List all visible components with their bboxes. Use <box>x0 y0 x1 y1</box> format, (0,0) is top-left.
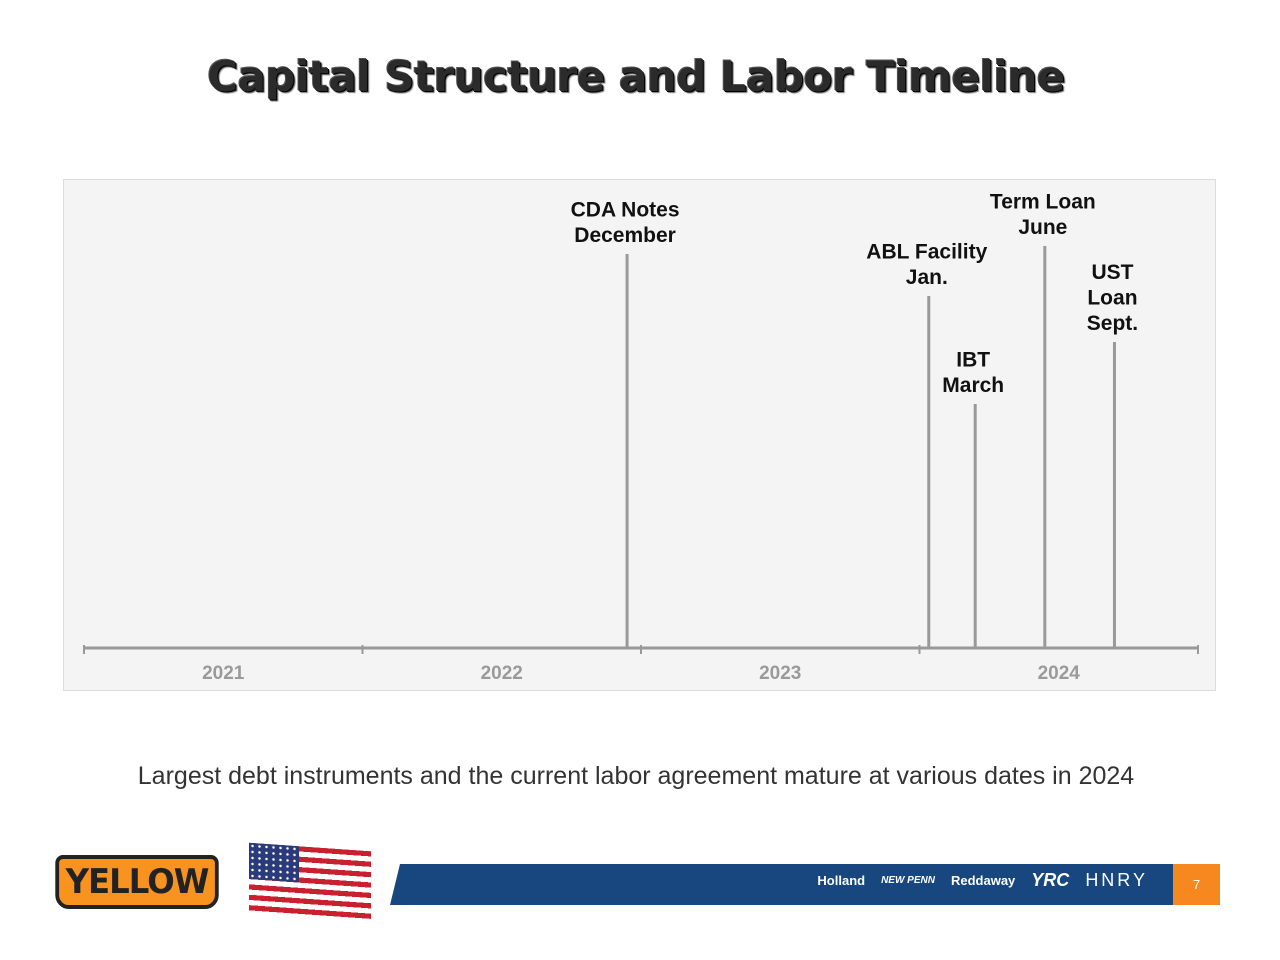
brand-newpenn-logo: NEW PENN <box>881 875 935 886</box>
event-label: Jan. <box>906 266 948 289</box>
year-label: 2022 <box>481 663 523 684</box>
event-label: December <box>574 224 676 247</box>
event-label: Sept. <box>1087 312 1138 335</box>
year-label: 2023 <box>759 663 801 684</box>
event-label: June <box>1018 216 1067 239</box>
brand-yrc-logo: YRC <box>1031 870 1070 890</box>
timeline-chart: 2021 2022 2023 2024 CDA Notes December ABL Fac… <box>63 179 1216 691</box>
brand-hnry-logo: HNRY <box>1085 870 1148 890</box>
event-label: March <box>942 374 1004 397</box>
page-number: 7 <box>1173 864 1220 905</box>
event-label: CDA Notes <box>571 199 680 222</box>
slide-subtitle: Largest debt instruments and the current… <box>137 762 1135 790</box>
event-label: Loan <box>1087 287 1137 310</box>
event-label: UST <box>1091 261 1133 284</box>
slide-title: Capital Structure and Labor Timeline <box>207 52 1065 101</box>
footer-brand-bar: Holland NEW PENN Reddaway YRC HNRY <box>390 864 1173 905</box>
event-label: IBT <box>956 349 990 372</box>
event-label: Term Loan <box>990 191 1096 214</box>
brand-logos: Holland NEW PENN Reddaway YRC HNRY <box>817 870 1148 891</box>
event-label: ABL Facility <box>866 241 987 264</box>
year-label: 2021 <box>202 663 245 684</box>
brand-holland-logo: Holland <box>817 873 866 888</box>
brand-reddaway-logo: Reddaway <box>950 873 1016 888</box>
year-label: 2024 <box>1038 663 1081 684</box>
us-flag-image <box>249 842 371 920</box>
yellow-logo: YELLOW <box>55 855 219 909</box>
